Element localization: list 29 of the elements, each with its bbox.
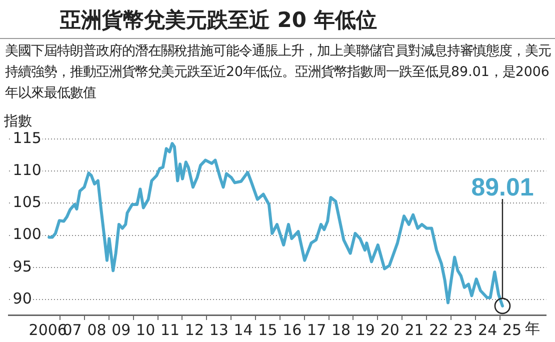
x-tick-label: 22 <box>429 320 448 339</box>
x-tick-label: 10 <box>136 320 156 339</box>
x-tick-label: 21 <box>404 320 424 339</box>
x-tick-label: 20 <box>380 320 400 339</box>
y-axis-title: 指數 <box>3 114 32 130</box>
x-tick-label: 12 <box>184 320 204 339</box>
x-tick-label: 09 <box>112 320 131 339</box>
chart-title: 亞洲貨幣兌美元跌至近 20 年低位 <box>60 7 377 34</box>
y-tick-label: 110 <box>12 161 42 180</box>
annotation: 89.01 <box>471 173 534 202</box>
x-tick-label: 23 <box>454 320 473 339</box>
y-tick-label: 90 <box>12 289 32 308</box>
x-tick-label: 15 <box>258 320 278 339</box>
y-tick-label: 105 <box>12 193 42 212</box>
y-tick-label: 115 <box>12 128 42 147</box>
x-tick-label: 13 <box>209 320 228 339</box>
x-tick-label: 18 <box>331 320 351 339</box>
x-axis-title: 年 <box>525 319 540 338</box>
x-tick-label: 16 <box>282 320 302 339</box>
x-tick-label: 14 <box>234 320 253 339</box>
y-tick-label: 100 <box>12 225 42 244</box>
x-tick-label: 11 <box>160 320 180 339</box>
x-tick-label: 19 <box>356 320 375 339</box>
x-tick-label: 24 <box>478 320 498 339</box>
x-tick-label: 08 <box>87 320 106 339</box>
x-tick-label: 17 <box>307 320 326 339</box>
chart-subtitle: 美國下屆特朗普政府的潛在關稅措施可能令通脹上升，加上美聯儲官員對減息持審慎態度，美元持續強勢，推動亞洲貨幣兌美元跌至近20年低位。亞洲貨幣指數周一跌至低見89.01，是2006年以來最低數值 <box>5 42 552 103</box>
y-tick-label: 95 <box>12 257 32 276</box>
x-tick-label: 25 <box>502 320 522 339</box>
